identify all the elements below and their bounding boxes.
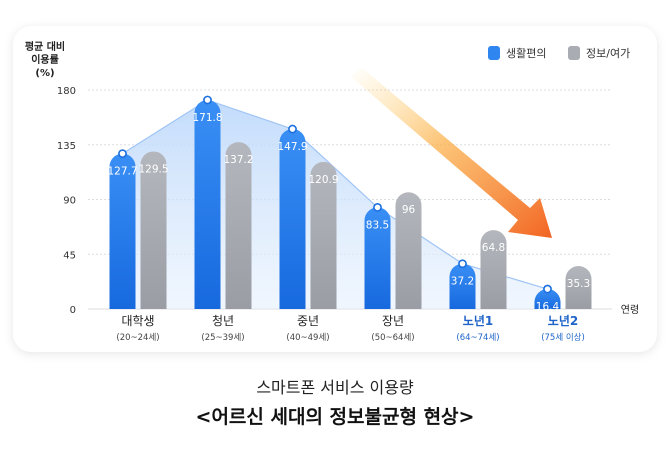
bar-top-dot [458,259,467,269]
chart-subtitle: 스마트폰 서비스 이용량 [256,378,414,397]
x-category-range: (25~39세) [201,333,244,343]
x-category-label: 중년 [297,314,319,328]
x-category-label: 노년1 [463,314,493,328]
y-tick-label: 135 [57,141,76,152]
legend-swatch-living [488,46,500,60]
y-tick-label: 0 [70,305,76,316]
bar-top-dot [203,95,212,105]
bar-info [310,161,337,309]
bar-value-label: 37.2 [451,276,474,288]
y-axis-title-line-1: 평균 대비 [25,40,65,53]
x-category-range: (40~49세) [286,333,329,343]
bar-info [395,192,422,309]
bar-value-label: 64.8 [482,242,505,254]
y-tick-label: 180 [57,86,76,97]
x-category-range: (20~24세) [116,333,159,343]
bar-value-label: 35.3 [567,278,590,290]
bar-info [225,142,252,309]
bar-value-label: 137.2 [223,154,253,166]
bar-info [480,230,507,309]
legend: 생활편의 정보/여가 [488,46,630,60]
bar-value-label: 16.4 [536,301,560,313]
bar-top-dot [288,124,297,134]
y-axis-title-line-2: 이용률 [31,53,59,66]
trend-arrow-icon [350,68,552,238]
x-category-label: 노년2 [548,314,578,328]
bar-living [194,99,221,309]
y-tick-label: 45 [63,250,76,261]
bar-value-label: 129.5 [138,163,168,175]
x-category-range: (75세 이상) [541,332,585,343]
bar-top-dot [118,149,127,159]
x-axis-title: 연령 [621,304,639,316]
bar-living [534,289,561,309]
bar-value-label: 171.8 [192,112,222,124]
legend-swatch-info [568,46,580,60]
bar-top-dot [543,284,552,294]
x-category-label: 장년 [382,314,404,328]
legend-label-living: 생활편의 [506,46,546,60]
bar-living [449,263,476,309]
bar-value-label: 83.5 [366,219,389,231]
bar-value-label: 127.7 [107,166,137,178]
trend-line [122,99,548,290]
chart-title: <어르신 세대의 정보불균형 현상> [195,406,475,428]
x-category-range: (64~74세) [456,333,499,343]
bar-info [140,151,167,309]
bar-value-label: 120.9 [308,174,338,186]
bar-value-label: 96 [402,204,416,216]
bar-living [279,129,306,309]
legend-label-info: 정보/여가 [586,47,630,60]
bar-top-dot [373,203,382,212]
bar-living [364,207,391,309]
x-category-range: (50~64세) [371,333,414,343]
bar-info [565,266,592,309]
bar-value-label: 147.9 [277,141,307,153]
bar-living [109,153,136,309]
y-tick-label: 90 [63,196,76,207]
x-category-label: 대학생 [121,314,154,328]
x-category-label: 청년 [212,314,234,328]
y-axis-title-line-3: (%) [35,68,54,79]
